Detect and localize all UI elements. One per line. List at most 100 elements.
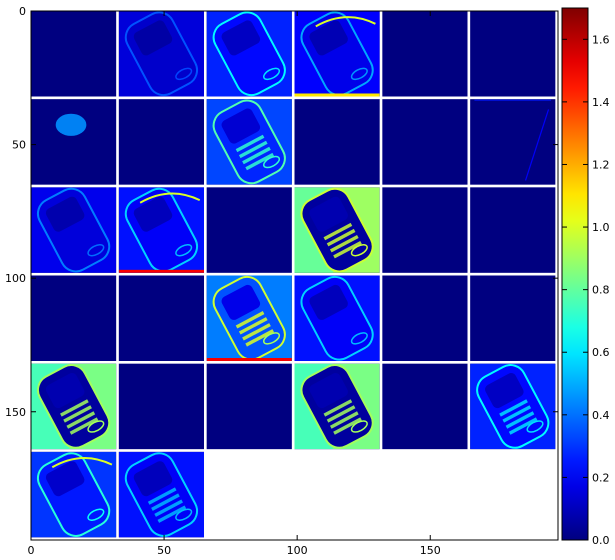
plot-frame [30, 10, 559, 541]
feature-tile-r1-c3 [294, 99, 380, 185]
tile-phone-keys [157, 505, 187, 523]
y-tick-label: 150 [5, 406, 26, 419]
tile-line [524, 109, 550, 181]
feature-tile-r1-c1 [118, 99, 205, 185]
tile-phone-keys [60, 399, 89, 417]
feature-tile-r3-c1 [118, 275, 205, 361]
feature-tile-r1-c5 [470, 99, 556, 185]
tile-phone-screen [45, 196, 85, 232]
tile-phone-keys [66, 411, 96, 429]
feature-tile-r1-c4 [382, 99, 468, 185]
y-tick-label: 100 [5, 272, 26, 285]
feature-tile-r4-c4 [382, 363, 468, 450]
tile-phone-keys [242, 146, 271, 165]
feature-tile-r4-c5 [470, 363, 556, 450]
tile-background [206, 363, 292, 450]
colorbar-tick-label: 1.0 [592, 221, 610, 234]
tile-phone-screen [485, 373, 524, 409]
tile-background [382, 187, 468, 273]
tile-phone-button [350, 67, 368, 81]
tile-phone-keys [238, 140, 268, 159]
tile-content [31, 451, 117, 538]
tile-phone-screen [133, 461, 173, 497]
tile-phone-keys [505, 411, 535, 429]
feature-tile-r2-c4 [382, 187, 468, 273]
tile-phone-keys [502, 405, 532, 423]
tile-background [382, 99, 468, 185]
tile-background [382, 275, 468, 361]
tile-background [470, 99, 556, 185]
colorbar-tick-label: 1.2 [592, 158, 610, 171]
y-tick-label: 0 [19, 5, 26, 18]
tile-background [31, 275, 117, 361]
tile-bottom-hot [118, 269, 205, 273]
feature-tile-r0-c2 [206, 11, 292, 97]
feature-tile-r4-c0 [31, 363, 117, 450]
y-tick-label: 50 [12, 139, 26, 152]
tile-phone-keys [326, 228, 356, 247]
tile-phone-button [175, 508, 193, 521]
tile-phone-button [175, 243, 193, 257]
colorbar-tick-label: 0.0 [592, 534, 610, 547]
tile-phone-keys [238, 317, 268, 335]
tile-bottom-hot [206, 357, 292, 361]
tile-background [118, 99, 205, 185]
feature-tile-r2-c3 [294, 187, 380, 273]
tile-phone-screen [309, 284, 348, 320]
tile-phone-keys [245, 152, 275, 171]
tile-phone-button [262, 67, 281, 81]
tile-content [474, 99, 552, 181]
tile-phone-button [350, 332, 368, 345]
tile-background [470, 275, 556, 361]
tile-phone-screen [133, 20, 173, 56]
tile-phone-screen [45, 461, 85, 497]
tile-content [206, 275, 292, 361]
feature-tile-r1-c0 [31, 99, 117, 185]
tile-phone-button [262, 155, 281, 169]
tile-background [382, 11, 468, 97]
colorbar-tick-label: 0.2 [592, 471, 610, 484]
tile-phone-button [175, 67, 193, 81]
feature-tile-r3-c0 [31, 275, 117, 361]
tile-content [206, 11, 292, 97]
x-tick-label: 50 [157, 544, 171, 557]
colorbar-tick-label: 1.6 [592, 33, 610, 46]
tile-phone-keys [69, 417, 99, 435]
tile-background [31, 11, 117, 97]
tile-phone-screen [133, 196, 173, 232]
tile-phone-keys [63, 405, 92, 423]
tile-phone-screen [221, 20, 261, 56]
tile-phone-keys [333, 241, 362, 259]
colorbar-tick-label: 1.4 [592, 96, 610, 109]
tile-phone-screen [309, 196, 348, 232]
feature-tile-r4-c3 [294, 363, 380, 450]
tile-phone-screen [309, 20, 348, 56]
tile-background [470, 187, 556, 273]
tile-phone-edge [51, 456, 113, 469]
tile-content [118, 11, 205, 97]
feature-tile-r0-c3 [294, 11, 380, 97]
tile-phone-keys [508, 417, 538, 435]
tile-phone-button [350, 420, 368, 433]
heatmap-axes: 0 50 100 150 0 50 100 150 [5, 5, 559, 557]
tile-phone-keys [323, 399, 353, 417]
tile-background [206, 187, 292, 273]
tile-phone-button [526, 420, 544, 433]
tile-background [31, 99, 117, 185]
tile-phone-keys [242, 323, 271, 341]
tile-phone-keys [245, 329, 275, 347]
feature-tile-r4-c2 [206, 363, 292, 450]
x-tick-label: 150 [420, 544, 441, 557]
tile-content [470, 363, 556, 450]
tile-phone-screen [221, 284, 261, 320]
tile-phone-keys [323, 222, 353, 241]
tile-content [118, 451, 205, 538]
tile-phone-keys [329, 234, 359, 253]
feature-tile-r2-c0 [31, 187, 117, 273]
tile-phone-keys [147, 487, 177, 505]
colorbar-frame [561, 7, 589, 541]
x-tick-label: 100 [287, 544, 308, 557]
tile-background [294, 99, 380, 185]
tile-phone-keys [235, 311, 265, 329]
feature-tile-r3-c2 [206, 275, 292, 361]
